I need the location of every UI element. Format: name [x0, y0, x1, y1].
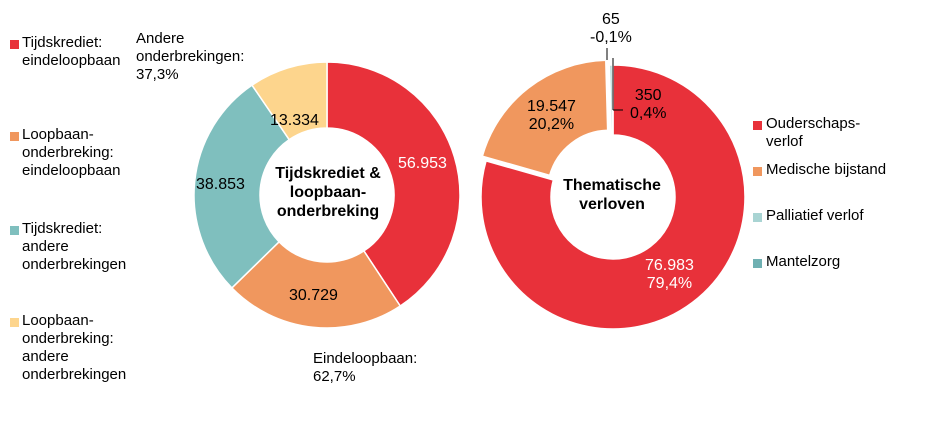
- legend-swatch: [753, 259, 762, 268]
- legend-label: Ouderschaps-verlof: [766, 115, 861, 150]
- legend-label: Tijdskrediet: eindeloopbaan: [22, 34, 121, 69]
- data-label: 65 -0,1%: [590, 11, 632, 46]
- donut-slice: [480, 64, 746, 330]
- legend-label: Medische bijstand: [766, 161, 887, 178]
- donut-slice: [481, 59, 609, 177]
- legend-swatch: [10, 318, 19, 327]
- legend-swatch: [753, 121, 762, 130]
- data-label: 56.953: [398, 155, 447, 172]
- data-label: 76.983 79,4%: [645, 257, 694, 292]
- legend-swatch: [10, 132, 19, 141]
- data-label: 350 0,4%: [630, 87, 667, 122]
- legend-label: Loopbaan-onderbreking: eindeloopbaan: [22, 126, 121, 179]
- data-label: 19.547 20,2%: [527, 98, 576, 133]
- donut-slice: [326, 61, 461, 308]
- legend-swatch: [753, 167, 762, 176]
- donut-title: Tijdskrediet & loopbaan-onderbreking: [275, 165, 381, 220]
- group-label-eindeloopbaan: Eindeloopbaan: 62,7%: [313, 350, 418, 385]
- legend-swatch: [753, 213, 762, 222]
- donut-slice: [230, 240, 402, 329]
- legend-swatch: [10, 40, 19, 49]
- legend-label: Mantelzorg: [766, 253, 841, 270]
- data-label: 13.334: [270, 112, 319, 129]
- data-label: 38.853: [196, 176, 245, 193]
- data-label: 30.729: [289, 287, 338, 304]
- group-label-andere: Andere onderbrekingen: 37,3%: [136, 30, 245, 83]
- legend-label: Tijdskrediet: andere onderbrekingen: [22, 220, 127, 273]
- legend-swatch: [10, 226, 19, 235]
- donut-slice: [193, 84, 291, 289]
- donut-title: Thematische verloven: [563, 177, 661, 213]
- donut-slice: [250, 61, 328, 141]
- legend-label: Palliatief verlof: [766, 207, 864, 224]
- legend-label: Loopbaan-onderbreking: andere onderbreki…: [22, 312, 127, 383]
